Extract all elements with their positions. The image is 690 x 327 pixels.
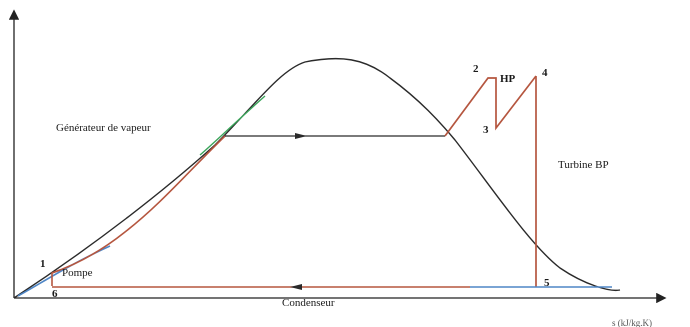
point-4-label: 4	[542, 67, 548, 79]
superheat-hp	[444, 75, 537, 137]
point-2-label: 2	[473, 63, 479, 75]
vaporization-highlight	[199, 95, 266, 156]
label-hp: HP	[500, 73, 516, 85]
point-1-label: 1	[40, 258, 46, 270]
point-3-label: 3	[483, 124, 489, 136]
label-turbine-bp: Turbine BP	[558, 159, 609, 171]
point-6-label: 6	[52, 288, 58, 300]
pump-process	[51, 269, 61, 286]
label-steam-generator: Générateur de vapeur	[56, 122, 151, 134]
label-condenser: Condenseur	[282, 297, 335, 309]
saturation-dome	[13, 57, 621, 299]
label-pump: Pompe	[62, 267, 93, 279]
label-axis-x: s (kJ/kg.K)	[612, 318, 652, 327]
point-5-label: 5	[544, 277, 550, 289]
heating-curve	[51, 135, 226, 274]
evaporation-arrow	[295, 133, 307, 139]
condenser-arrow	[290, 284, 302, 290]
